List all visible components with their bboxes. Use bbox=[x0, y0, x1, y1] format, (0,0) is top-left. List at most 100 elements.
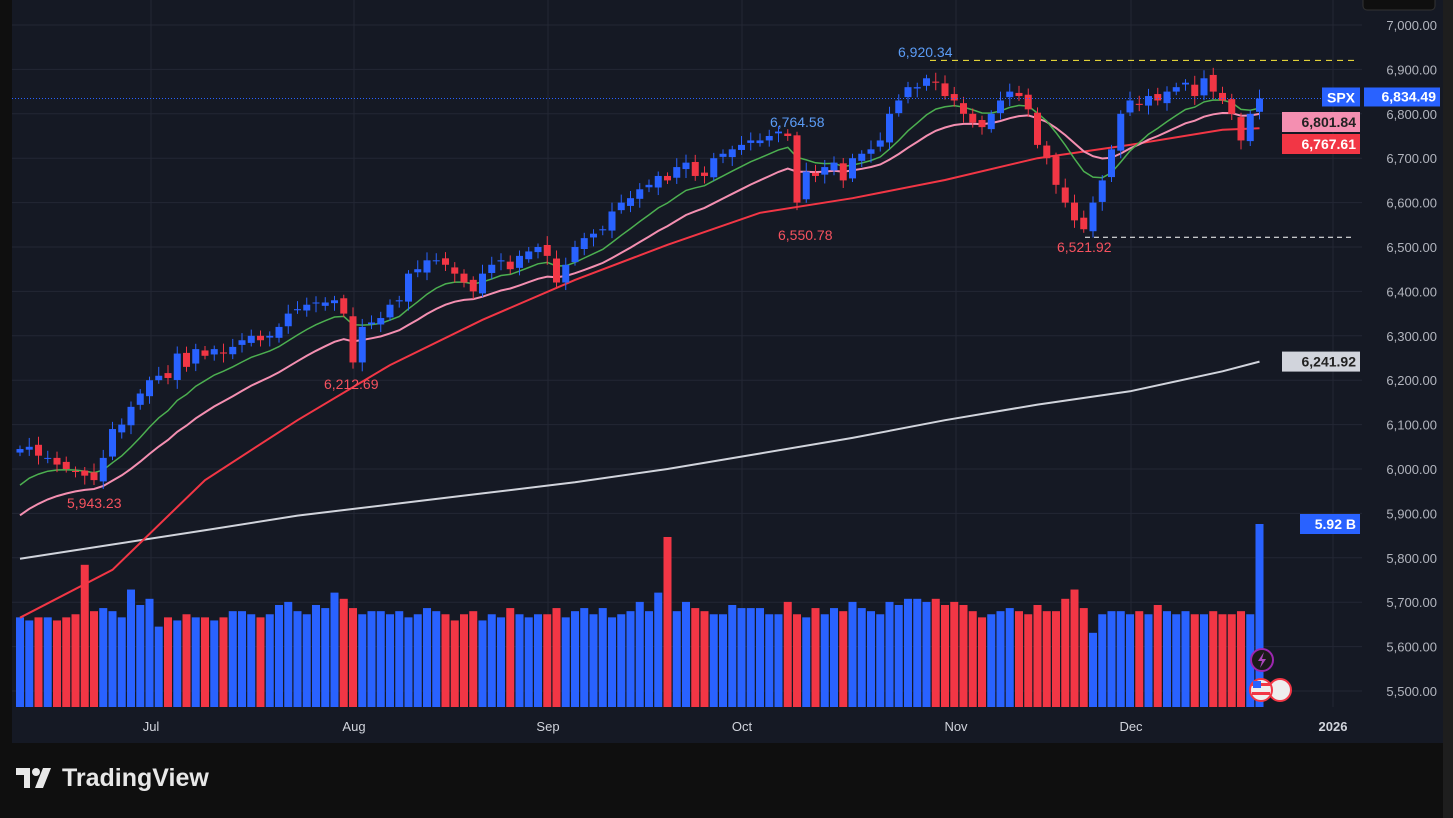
candle-body bbox=[1043, 145, 1051, 159]
candle-body bbox=[562, 264, 570, 283]
volume-bar bbox=[635, 601, 644, 707]
candle-body bbox=[673, 167, 681, 178]
candle-body bbox=[747, 140, 755, 143]
price-tick-label: 5,700.00 bbox=[1386, 595, 1437, 610]
volume-bar bbox=[349, 608, 357, 707]
volume-bar bbox=[265, 614, 274, 707]
ma-mid-price-badge: 6,801.84 bbox=[1302, 114, 1357, 130]
volume-bar bbox=[1126, 614, 1134, 707]
volume-bar bbox=[1042, 611, 1051, 707]
volume-bar bbox=[136, 604, 145, 707]
brand-name: TradingView bbox=[62, 764, 209, 792]
candle-body bbox=[701, 172, 708, 176]
candle-body bbox=[812, 172, 819, 176]
volume-bar bbox=[867, 611, 875, 707]
candle-body bbox=[266, 335, 274, 338]
candle-body bbox=[590, 233, 597, 238]
volume-bar bbox=[71, 614, 80, 707]
volume-bar bbox=[423, 608, 431, 707]
volume-bar bbox=[746, 608, 755, 707]
volume-bar bbox=[284, 601, 293, 707]
price-tick-label: 5,900.00 bbox=[1386, 506, 1437, 521]
volume-bar bbox=[737, 608, 746, 707]
volume-bar bbox=[1005, 608, 1014, 707]
volume-bar bbox=[1190, 614, 1199, 707]
tradingview-logo[interactable]: TradingView bbox=[16, 764, 209, 793]
candle-body bbox=[136, 393, 144, 405]
lightning-glyph bbox=[1258, 652, 1266, 668]
candle-body bbox=[654, 175, 662, 188]
price-tick-label: 6,400.00 bbox=[1386, 284, 1437, 299]
volume-bar bbox=[885, 601, 894, 707]
volume-bar bbox=[238, 611, 246, 707]
candle-body bbox=[756, 140, 764, 144]
volume-bar bbox=[219, 617, 228, 707]
candle-body bbox=[978, 120, 986, 128]
candle-body bbox=[664, 175, 671, 181]
volume-bar bbox=[321, 608, 330, 707]
price-tick-label: 6,200.00 bbox=[1386, 373, 1437, 388]
candle-body bbox=[386, 304, 394, 318]
candle-body bbox=[109, 429, 116, 457]
volume-bar bbox=[774, 614, 783, 707]
volume-bar bbox=[275, 604, 283, 707]
price-tick-label: 6,300.00 bbox=[1386, 329, 1437, 344]
candle-body bbox=[506, 261, 514, 270]
candle-body bbox=[220, 352, 227, 354]
candle-body bbox=[913, 87, 921, 89]
volume-bar bbox=[302, 614, 311, 707]
price-annotation: 5,943.23 bbox=[67, 495, 122, 511]
candle-body bbox=[90, 472, 98, 481]
volume-bar bbox=[941, 604, 949, 707]
scrollbar[interactable] bbox=[1443, 0, 1453, 818]
volume-bar bbox=[62, 617, 71, 707]
volume-bar bbox=[1200, 614, 1208, 707]
price-tick-label: 6,800.00 bbox=[1386, 107, 1437, 122]
volume-bar bbox=[1172, 614, 1181, 707]
candle-body bbox=[1024, 94, 1032, 110]
ma-fast-line bbox=[19, 99, 1260, 486]
volume-bar bbox=[247, 614, 256, 707]
event-markers[interactable] bbox=[1249, 648, 1292, 702]
axis-labels: 7,000.00 6,900.00 6,800.00 6,700.00 6,600.00… bbox=[143, 18, 1440, 734]
volume-bar bbox=[1153, 604, 1162, 707]
candle-body bbox=[405, 273, 412, 302]
volume-bar bbox=[43, 617, 52, 707]
candle-body bbox=[25, 446, 33, 450]
candle-body bbox=[1256, 98, 1263, 112]
volume-bar bbox=[367, 611, 376, 707]
candle-body bbox=[969, 113, 977, 123]
candle-body bbox=[1246, 113, 1254, 142]
axis-control-button[interactable] bbox=[1362, 0, 1436, 11]
candle-body bbox=[923, 78, 930, 86]
candle-body bbox=[821, 167, 829, 175]
volume-bar bbox=[728, 604, 737, 707]
volume-bar bbox=[839, 611, 848, 707]
candle-body bbox=[497, 260, 505, 262]
price-axis[interactable] bbox=[1364, 0, 1443, 743]
candle-body bbox=[238, 340, 246, 345]
price-tick-label: 5,500.00 bbox=[1386, 684, 1437, 699]
candle-body bbox=[1052, 156, 1060, 185]
volume-bar bbox=[968, 611, 977, 707]
volume-bar bbox=[1098, 614, 1107, 707]
volume-bar bbox=[1144, 614, 1153, 707]
candle-body bbox=[35, 444, 42, 456]
volume-bar bbox=[931, 598, 940, 707]
candle-body bbox=[932, 81, 940, 83]
volume-bar bbox=[413, 614, 422, 707]
candle-body bbox=[1228, 99, 1236, 114]
flag-canton bbox=[1253, 681, 1261, 688]
volume-bar bbox=[1255, 524, 1264, 707]
volume-bar bbox=[811, 608, 820, 707]
candle-body bbox=[710, 158, 718, 178]
volume-bar bbox=[478, 620, 487, 707]
price-tick-label: 6,000.00 bbox=[1386, 462, 1437, 477]
volume-bar bbox=[608, 617, 616, 707]
candle-body bbox=[451, 267, 459, 274]
volume-bar bbox=[1033, 604, 1042, 707]
candle-body bbox=[950, 94, 958, 101]
volume-bar bbox=[330, 592, 339, 707]
volume-bar bbox=[395, 611, 404, 707]
